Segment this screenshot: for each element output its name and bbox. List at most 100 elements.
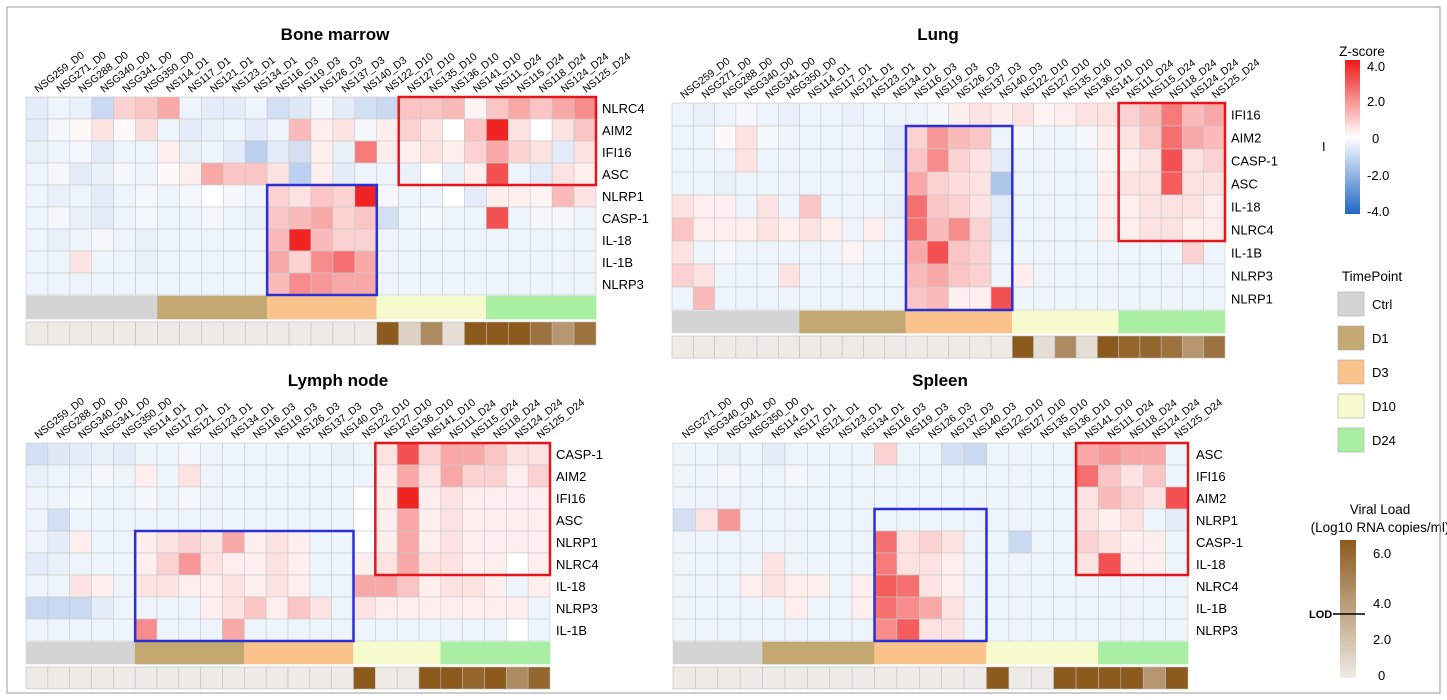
heatmap-cell [156,508,180,532]
heatmap-cell [671,286,694,311]
heatmap-cell [1139,125,1162,150]
heatmap-cell [784,486,808,510]
viral-load-cell [354,321,378,346]
heatmap-cell [420,184,443,208]
heatmap-cell [941,464,965,488]
lod-label: LOD [1309,609,1332,621]
timepoint-cell [671,310,694,334]
heatmap-cell [244,618,267,642]
viral-load-cell [1165,666,1189,690]
heatmap-cell [331,574,354,598]
heatmap-cell [309,486,332,510]
heatmap-cell [1054,240,1077,265]
heatmap-cell [244,140,268,164]
heatmap-cell [113,486,136,510]
heatmap-cell [69,206,93,230]
heatmap-cell [1142,464,1166,488]
heatmap-cell [113,184,136,208]
timepoint-cell [1160,310,1183,334]
viral-load-tick-label: 4.0 [1373,596,1391,611]
heatmap-cell [948,125,971,150]
heatmap-cell [508,140,531,164]
timepoint-cell [134,641,158,665]
heatmap-cell [135,184,158,208]
heatmap-cell [398,140,421,164]
heatmap-cell [288,272,312,296]
heatmap-cell [398,206,421,230]
heatmap-cell [244,272,268,296]
heatmap-cell [1054,148,1077,173]
heatmap-cell [969,263,992,288]
heatmap-cell [418,508,442,532]
heatmap-cell [462,618,485,642]
heatmap-cell [420,96,443,120]
heatmap-cell [756,148,779,173]
timepoint-cell [113,641,136,665]
heatmap-cell [484,508,507,532]
heatmap-cell [288,228,312,252]
heatmap-cell [918,486,942,510]
highlight-box-blue [265,183,379,297]
heatmap-cell [396,574,420,598]
heatmap-cell [418,618,442,642]
heatmap-cell [820,263,843,288]
heatmap-cell [1139,263,1162,288]
heatmap-cell [91,162,114,186]
heatmap-cell [506,574,529,598]
heatmap-cell [201,250,224,274]
viral-load-cell [874,666,898,690]
viral-load-cell [1053,666,1077,690]
viral-load-tick-label: 2.0 [1373,632,1391,647]
heatmap-cell [134,530,158,554]
viral-load-cell [135,321,158,346]
heatmap-cell [762,618,786,642]
heatmap-cell [918,618,942,642]
heatmap-cell [331,464,354,488]
heatmap-cell [778,102,800,127]
heatmap-cell [287,442,311,466]
heatmap-cell [222,464,245,488]
heatmap-cell [717,552,741,576]
heatmap-cell [841,286,864,311]
heatmap-cell [1053,464,1077,488]
heatmap-cell [573,96,597,120]
viral-load-cell [265,666,289,690]
timepoint-cell [1118,310,1141,334]
heatmap-cell [573,184,597,208]
timepoint-label: D3 [1372,365,1389,380]
heatmap-cell [244,486,267,510]
timepoint-cell [244,295,268,320]
heatmap-cell [309,618,332,642]
heatmap-cell [1054,171,1077,196]
zscore-color-bar [1345,60,1360,214]
heatmap-cell [113,162,136,186]
heatmap-cell [157,250,180,274]
viral-load-color-bar [1340,540,1356,678]
heatmap-cell [201,118,224,142]
heatmap-cell [113,250,136,274]
heatmap-cell [1118,125,1141,150]
heatmap-cell [134,442,158,466]
heatmap-cell [735,286,758,311]
heatmap-cell [134,574,158,598]
viral-load-cell [201,321,224,346]
panel-title-lung: Lung [917,25,959,44]
timepoint-cell [778,310,800,334]
viral-load-cell [1142,666,1166,690]
heatmap-cell [739,596,763,620]
heatmap-cell [201,162,224,186]
heatmap-cell [799,102,822,127]
heatmap-cell [829,508,853,532]
timepoint-cell [896,641,920,665]
heatmap-cell [1160,148,1183,173]
heatmap-cell [784,574,808,598]
heatmap-cell [739,574,763,598]
heatmap-cell [1075,530,1099,554]
heatmap-cell [91,272,114,296]
zscore-tick-label: -4.0 [1367,204,1389,219]
heatmap-cell [778,171,800,196]
heatmap-cell [332,96,356,120]
heatmap-cell [331,530,354,554]
heatmap-cell [1075,148,1098,173]
timepoint-swatch [1337,393,1365,419]
